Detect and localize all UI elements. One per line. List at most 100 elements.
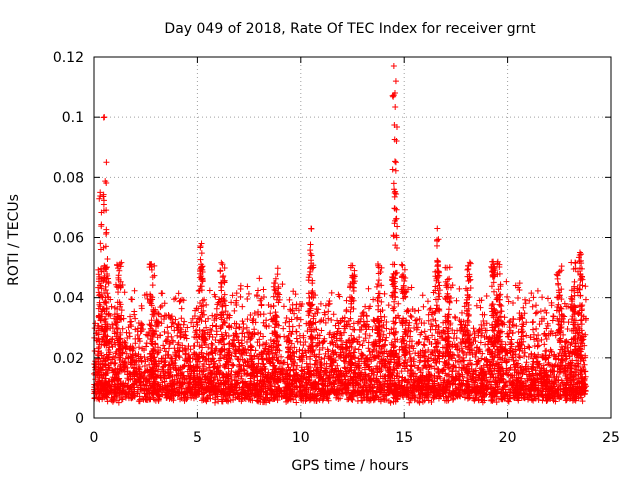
- data-point: [513, 357, 520, 364]
- data-point: [385, 302, 392, 309]
- data-point: [408, 284, 415, 291]
- data-point: [157, 304, 164, 311]
- data-point: [178, 305, 185, 312]
- data-point: [168, 315, 175, 322]
- data-point: [515, 353, 522, 360]
- data-point: [221, 291, 228, 298]
- data-point: [341, 358, 348, 365]
- data-point: [456, 285, 463, 292]
- data-point: [523, 359, 530, 366]
- data-point: [404, 307, 411, 314]
- data-point: [267, 310, 274, 317]
- data-point: [365, 305, 372, 312]
- data-point: [209, 312, 216, 319]
- data-point: [289, 323, 296, 330]
- data-point: [316, 340, 323, 347]
- data-point: [170, 364, 177, 371]
- data-point: [293, 399, 300, 406]
- data-point: [178, 315, 185, 322]
- data-point: [442, 359, 449, 366]
- data-point: [158, 290, 165, 297]
- data-point: [317, 318, 324, 325]
- data-point: [489, 370, 496, 377]
- data-point: [347, 315, 354, 322]
- data-point: [493, 399, 500, 406]
- data-point: [497, 301, 504, 308]
- data-point: [244, 283, 251, 290]
- data-point: [557, 346, 564, 353]
- data-point: [91, 325, 98, 332]
- data-point: [580, 313, 587, 320]
- data-point: [347, 373, 354, 380]
- data-point: [451, 330, 458, 337]
- data-point: [300, 342, 307, 349]
- data-point: [488, 283, 495, 290]
- data-point: [370, 296, 377, 303]
- data-point: [230, 336, 237, 343]
- data-point: [176, 354, 183, 361]
- data-point: [240, 320, 247, 327]
- data-point: [359, 397, 366, 404]
- data-point: [483, 293, 490, 300]
- data-point: [256, 342, 263, 349]
- data-point: [269, 356, 276, 363]
- data-point: [212, 323, 219, 330]
- data-point: [245, 329, 252, 336]
- data-point: [194, 321, 201, 328]
- data-point: [563, 353, 570, 360]
- data-point: [458, 309, 465, 316]
- data-point: [266, 397, 273, 404]
- data-point: [322, 350, 329, 357]
- data-point: [293, 328, 300, 335]
- data-point: [266, 379, 273, 386]
- data-point: [161, 328, 168, 335]
- data-point: [223, 361, 230, 368]
- data-point: [190, 342, 197, 349]
- data-point: [243, 339, 250, 346]
- data-point: [328, 316, 335, 323]
- data-point: [132, 378, 139, 385]
- data-point: [155, 310, 162, 317]
- data-point: [375, 294, 382, 301]
- data-point: [577, 317, 584, 324]
- data-point: [456, 347, 463, 354]
- data-point: [503, 278, 510, 285]
- data-point: [560, 331, 567, 338]
- data-point: [410, 358, 417, 365]
- data-point: [175, 290, 182, 297]
- data-point: [525, 353, 532, 360]
- data-point: [473, 302, 480, 309]
- data-point: [575, 311, 582, 318]
- data-point: [318, 327, 325, 334]
- data-point: [194, 339, 201, 346]
- data-point: [117, 361, 124, 368]
- data-point: [160, 316, 167, 323]
- data-point: [332, 322, 339, 329]
- data-point: [106, 344, 113, 351]
- data-point: [241, 358, 248, 365]
- data-point: [411, 362, 418, 369]
- data-point: [297, 339, 304, 346]
- data-point: [121, 368, 128, 375]
- data-point: [407, 373, 414, 380]
- data-point: [316, 351, 323, 358]
- data-point: [481, 311, 488, 318]
- data-point: [460, 377, 467, 384]
- data-point: [228, 299, 235, 306]
- data-points: [91, 63, 590, 406]
- data-point: [325, 308, 332, 315]
- data-point: [108, 303, 115, 310]
- data-point: [330, 311, 337, 318]
- data-point: [425, 311, 432, 318]
- data-point: [514, 339, 521, 346]
- data-point: [409, 343, 416, 350]
- data-point: [163, 394, 170, 401]
- data-point: [236, 324, 243, 331]
- data-point: [216, 357, 223, 364]
- data-point: [302, 376, 309, 383]
- data-point: [542, 307, 548, 314]
- data-point: [213, 322, 220, 329]
- data-point: [543, 335, 550, 342]
- data-point: [480, 362, 487, 369]
- data-point: [539, 397, 546, 404]
